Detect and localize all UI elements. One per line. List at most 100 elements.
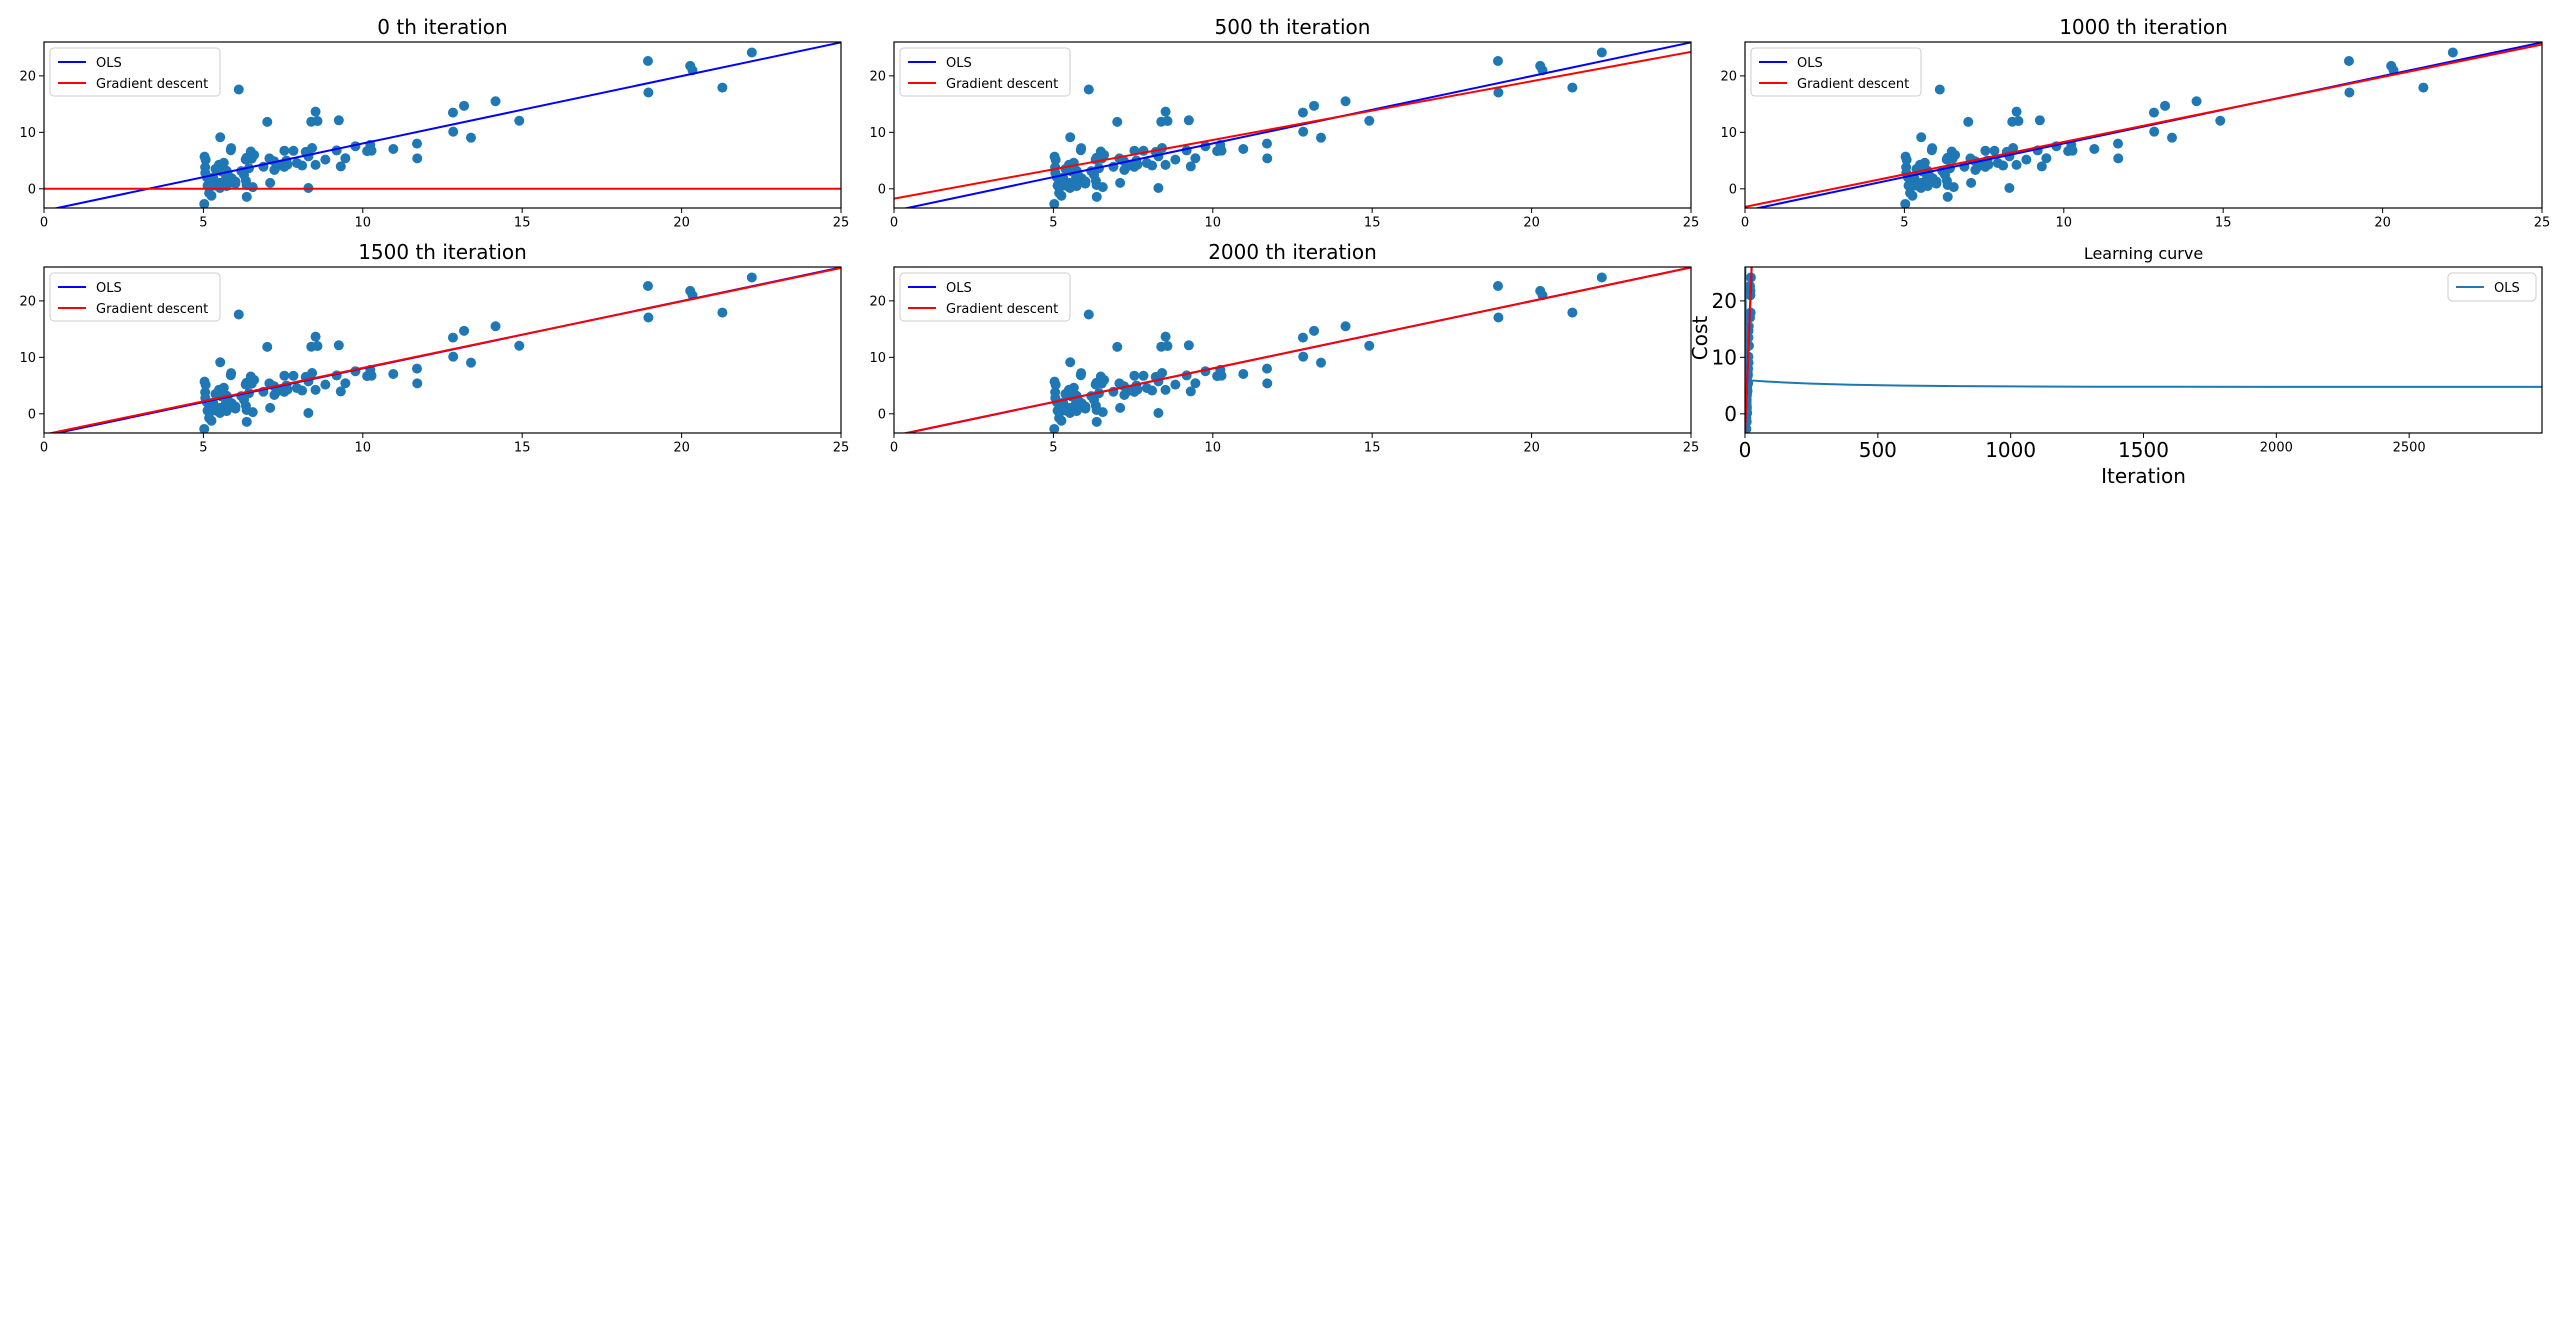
scatter-point <box>2167 132 2178 143</box>
scatter-point <box>1309 100 1320 111</box>
scatter-point <box>239 394 250 405</box>
y-tick-label: 20 <box>869 69 886 84</box>
scatter-point <box>1989 145 2000 156</box>
legend: OLS Gradient descent <box>899 272 1071 322</box>
scatter-point <box>1065 357 1076 368</box>
scatter-point <box>2149 126 2160 137</box>
scatter-point <box>226 368 237 379</box>
scatter-point <box>1262 153 1273 164</box>
scatter-point <box>1190 153 1201 164</box>
subplot-6: 0 500 1000 1500 2000 2500 0 10 20 Learning curve I… <box>1688 244 2543 488</box>
scatter-point <box>246 378 257 389</box>
x-tick-label: 15 <box>1364 215 1381 230</box>
scatter-point <box>1190 378 1201 389</box>
scatter-point <box>1261 363 1272 374</box>
scatter-point <box>1364 340 1375 351</box>
scatter-point <box>1054 407 1065 418</box>
scatter-point <box>199 376 210 387</box>
gradient-descent-line <box>901 267 1691 433</box>
scatter-point <box>1119 164 1130 175</box>
scatter-point <box>1916 132 1927 143</box>
x-tick-label: 500 <box>1859 438 1897 462</box>
x-tick-label: 25 <box>833 215 850 230</box>
scatter-point <box>2113 153 2124 164</box>
scatter-point <box>2191 96 2202 107</box>
scatter-point <box>312 116 323 127</box>
scatter-point <box>490 321 501 332</box>
legend: OLS Gradient descent <box>49 47 221 97</box>
plot-area <box>1745 42 2542 208</box>
scatter-point <box>310 106 321 117</box>
scatter-point <box>1567 307 1578 318</box>
scatter-point <box>514 340 525 351</box>
scatter-point <box>233 309 244 320</box>
axes-frame <box>43 41 842 209</box>
scatter-point <box>218 382 229 393</box>
scatter-point <box>717 307 728 318</box>
scatter-point <box>218 157 229 168</box>
scatter-point <box>282 159 293 170</box>
scatter-point <box>310 331 321 342</box>
x-tick-label: 15 <box>1364 440 1381 455</box>
scatter-point <box>1998 160 2009 171</box>
scatter-point <box>1129 370 1140 381</box>
scatter-point <box>1183 340 1194 351</box>
legend: OLS Gradient descent <box>1750 47 1922 97</box>
scatter-point <box>1080 178 1091 189</box>
x-tick-label: 15 <box>2215 215 2232 230</box>
scatter-point <box>1091 179 1102 190</box>
scatter-point <box>2215 115 2226 126</box>
scatter-point <box>1062 405 1073 416</box>
scatter-point <box>1083 309 1094 320</box>
scatter-point <box>246 153 257 164</box>
scatter-point <box>335 161 346 172</box>
x-tick-label: 10 <box>1205 215 1222 230</box>
scatter-point <box>2034 115 2045 126</box>
scatter-point <box>1147 385 1158 396</box>
x-tick-label: 25 <box>2534 215 2551 230</box>
scatter-point <box>1493 312 1504 323</box>
plot-area <box>901 267 1691 433</box>
scatter-point <box>199 151 210 162</box>
scatter-point <box>1115 177 1126 188</box>
scatter-point <box>2013 116 2024 127</box>
y-tick-label: 10 <box>1720 126 1737 141</box>
scatter-point <box>1493 87 1504 98</box>
scatter-point <box>1919 157 1930 168</box>
subplot-title: 0 th iteration <box>377 15 507 39</box>
x-tick-label: 5 <box>1049 440 1057 455</box>
legend-label: OLS <box>96 56 122 71</box>
x-tick-label: 2500 <box>2393 440 2426 455</box>
scatter-point <box>1049 198 1060 208</box>
y-tick-label: 0 <box>28 182 36 197</box>
scatter-point <box>1132 384 1143 395</box>
scatter-point <box>1049 151 1060 162</box>
scatter-point <box>204 182 215 193</box>
x-tick-label: 0 <box>40 215 48 230</box>
x-axis-label: Iteration <box>2101 464 2186 488</box>
x-tick-label: 20 <box>1523 440 1540 455</box>
subplot-5: 0 5 10 15 20 25 0 10 20 2000 th iteration OLS Gradi… <box>869 240 1699 455</box>
x-tick-label: 1000 <box>1985 438 2036 462</box>
x-tick-label: 5 <box>199 440 207 455</box>
scatter-point <box>1119 389 1130 400</box>
scatter-point <box>1096 378 1107 389</box>
scatter-point <box>412 378 423 389</box>
scatter-point <box>1089 394 1100 405</box>
scatter-point <box>1970 164 1981 175</box>
scatter-point <box>1340 96 1351 107</box>
scatter-point <box>1185 161 1196 172</box>
scatter-point <box>1942 191 1953 202</box>
y-tick-label: 20 <box>19 294 36 309</box>
scatter-point <box>514 115 525 126</box>
scatter-point <box>1927 143 1938 154</box>
gradient-descent-line <box>894 50 1691 200</box>
scatter-point <box>1076 143 1087 154</box>
scatter-point <box>241 191 252 202</box>
scatter-point <box>1216 370 1227 381</box>
axes-frame <box>43 266 842 434</box>
scatter-point <box>1083 84 1094 95</box>
scatter-point <box>2067 145 2078 156</box>
scatter-point <box>411 138 422 149</box>
scatter-point <box>1091 404 1102 415</box>
